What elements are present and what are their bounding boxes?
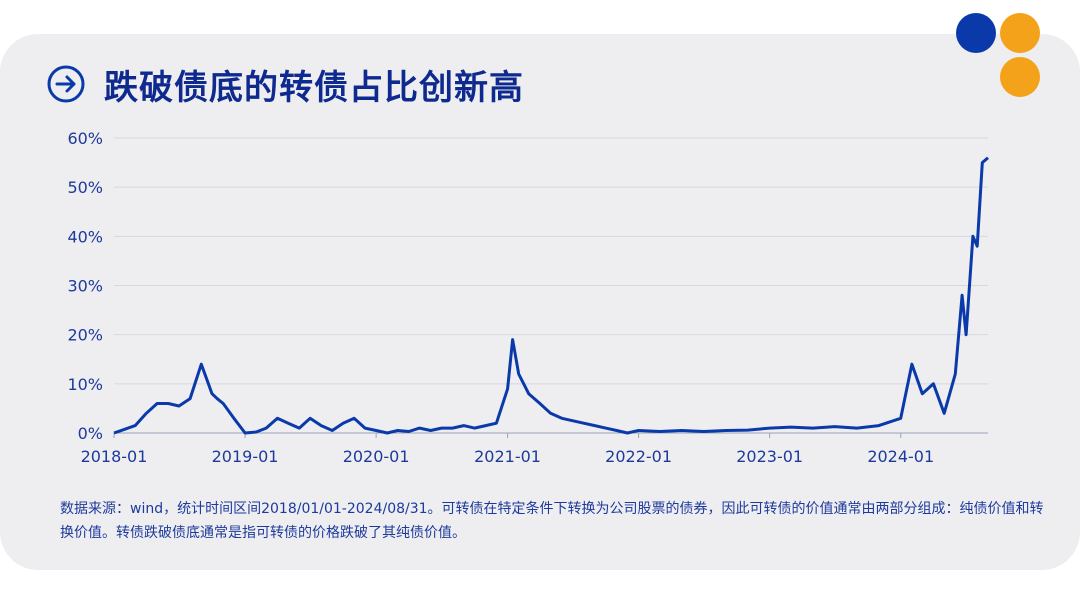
y-tick-label: 20% xyxy=(67,326,103,345)
chart-gridlines xyxy=(114,137,988,434)
title-row: 跌破债底的转债占比创新高 xyxy=(46,60,524,108)
y-tick-label: 30% xyxy=(67,277,103,296)
x-tick-label: 2024-01 xyxy=(867,447,934,466)
chart-card xyxy=(0,34,1080,570)
page-title: 跌破债底的转债占比创新高 xyxy=(104,67,524,108)
y-tick-label: 10% xyxy=(67,375,103,394)
orange-dot-decoration-lower xyxy=(1000,57,1040,97)
y-tick-label: 50% xyxy=(67,178,103,197)
orange-dot-decoration xyxy=(1000,13,1040,53)
x-tick-label: 2021-01 xyxy=(474,447,541,466)
x-tick-label: 2020-01 xyxy=(343,447,410,466)
x-axis-ticks: 2018-01 2019-01 2020-01 2021-01 2022-01 2023-… xyxy=(81,433,934,466)
y-axis-ticks: 0% 10% 20% 30% 40% 50% 60% xyxy=(67,129,103,443)
x-tick-label: 2019-01 xyxy=(212,447,279,466)
y-tick-label: 40% xyxy=(67,227,103,246)
x-tick-label: 2022-01 xyxy=(605,447,672,466)
footnote: 数据来源：wind，统计时间区间2018/01/01-2024/08/31。可转… xyxy=(60,501,1044,541)
y-tick-label: 0% xyxy=(78,424,103,443)
x-tick-label: 2023-01 xyxy=(736,447,803,466)
blue-dot-decoration xyxy=(956,13,996,53)
arrow-right-circle-icon xyxy=(47,65,85,103)
x-tick-label: 2018-01 xyxy=(81,447,148,466)
y-tick-label: 60% xyxy=(67,129,103,148)
series-line xyxy=(113,156,989,435)
